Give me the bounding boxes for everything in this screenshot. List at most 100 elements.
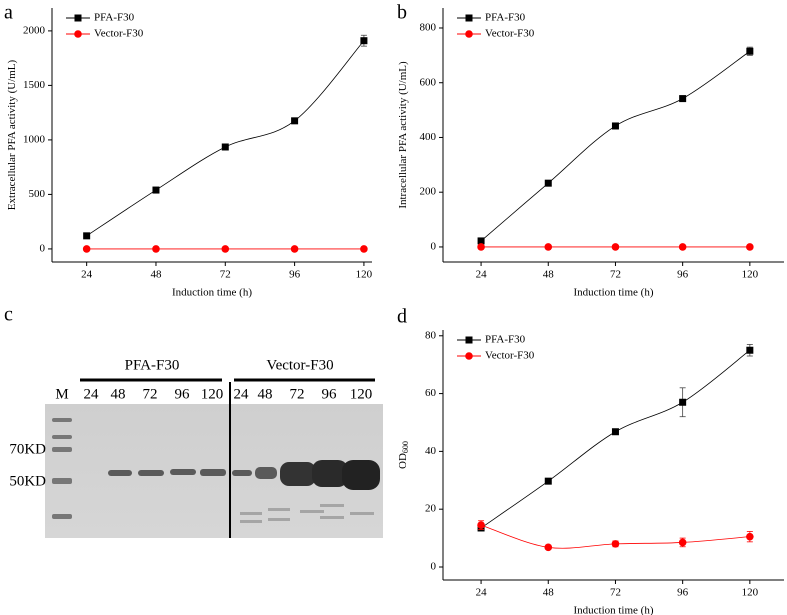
series-line [480, 349, 751, 529]
legend-marker [74, 14, 82, 22]
point [544, 477, 552, 485]
point [679, 95, 687, 103]
lane-label: 48 [258, 386, 273, 402]
lane-label: 120 [350, 386, 373, 402]
x-tick-label: 120 [742, 269, 759, 281]
y-tick-label: 20 [425, 503, 437, 515]
y-tick-label: 600 [420, 76, 437, 88]
series-line [480, 50, 751, 242]
group-label: PFA-F30 [125, 357, 180, 373]
minor-bands [240, 504, 374, 523]
y-tick-label: 800 [420, 22, 437, 34]
point [679, 398, 687, 406]
legend-label: PFA-F30 [485, 12, 526, 24]
point [746, 532, 754, 541]
point [544, 179, 552, 187]
point [678, 538, 687, 547]
panel-label: c [4, 304, 13, 326]
x-axis-label: Induction time (h) [172, 287, 252, 299]
y-axis-label-text: Extracellular PFA activity (U/mL) [6, 59, 18, 210]
point [152, 186, 160, 194]
gel [45, 378, 383, 538]
point [291, 117, 299, 125]
y-tick-label: 400 [420, 131, 437, 143]
x-tick-label: 96 [289, 269, 301, 281]
lane-label: 48 [111, 386, 126, 402]
point [746, 346, 754, 354]
ladder [52, 418, 72, 519]
x-tick-label: 72 [610, 269, 621, 281]
point [544, 543, 553, 552]
point [152, 245, 160, 253]
point [477, 243, 485, 251]
x-tick-label: 96 [677, 269, 689, 281]
x-tick-label: 96 [677, 587, 689, 599]
x-tick-label: 72 [610, 587, 621, 599]
legend-label: Vector-F30 [485, 28, 535, 40]
legend-label: Vector-F30 [94, 28, 144, 40]
legend-label: PFA-F30 [94, 12, 135, 24]
y-tick-label: 60 [425, 387, 437, 399]
x-tick-label: 48 [543, 587, 555, 599]
marker-label: 50KD [9, 473, 46, 489]
legend-marker [465, 30, 473, 38]
y-tick-label: 500 [29, 188, 46, 200]
panel-label: b [397, 2, 407, 24]
point [611, 122, 619, 130]
y-tick-label: 0 [431, 240, 437, 252]
point [82, 245, 91, 253]
lane-label: 72 [143, 386, 158, 402]
y-axis-label: OD600 [397, 441, 410, 469]
legend-label: PFA-F30 [485, 334, 526, 346]
point [477, 237, 485, 245]
y-tick-label: 0 [431, 561, 437, 573]
point [746, 47, 754, 55]
panel-label: d [397, 306, 407, 328]
y-axis-label-text: OD [397, 453, 409, 469]
legend-label: Vector-F30 [485, 350, 535, 362]
y-tick-label: 200 [420, 186, 437, 198]
bands [108, 460, 380, 490]
y-axis-label: Extracellular PFA activity (U/mL) [6, 59, 18, 210]
x-axis-label: Induction time (h) [573, 287, 653, 299]
x-tick-label: 24 [476, 269, 488, 281]
lane-label: 24 [84, 386, 100, 402]
x-tick-label: 72 [220, 269, 231, 281]
legend-marker [465, 14, 473, 22]
y-tick-label: 80 [425, 329, 437, 341]
x-tick-label: 120 [356, 269, 373, 281]
lane-label: M [55, 386, 68, 402]
point [544, 243, 553, 251]
y-tick-label: 0 [40, 242, 46, 254]
point [83, 232, 91, 240]
point [477, 521, 485, 529]
group-label: Vector-F30 [266, 357, 333, 373]
lane-label: 96 [322, 386, 338, 402]
y-axis-label: Intracellular PFA activity (U/mL) [397, 61, 409, 209]
point [360, 245, 368, 253]
point [360, 37, 368, 45]
lane-label: 72 [290, 386, 305, 402]
point [611, 243, 620, 251]
y-axis-label-sub: 600 [401, 441, 410, 453]
lane-label: 24 [234, 386, 250, 402]
y-axis-label-text: Intracellular PFA activity (U/mL) [397, 61, 409, 209]
lane-label: 96 [175, 386, 191, 402]
y-tick-label: 1000 [23, 133, 46, 145]
x-tick-label: 24 [81, 269, 93, 281]
legend-marker [465, 336, 473, 344]
x-tick-label: 48 [150, 269, 162, 281]
point [221, 143, 229, 151]
marker-label: 70KD [9, 441, 46, 457]
y-tick-label: 1500 [23, 79, 46, 91]
x-axis-label: Induction time (h) [573, 605, 653, 615]
point [678, 243, 687, 251]
x-tick-label: 120 [742, 587, 759, 599]
point [611, 540, 620, 548]
legend-marker [465, 352, 473, 360]
point [290, 245, 299, 253]
y-tick-label: 40 [425, 445, 437, 457]
point [746, 243, 754, 251]
